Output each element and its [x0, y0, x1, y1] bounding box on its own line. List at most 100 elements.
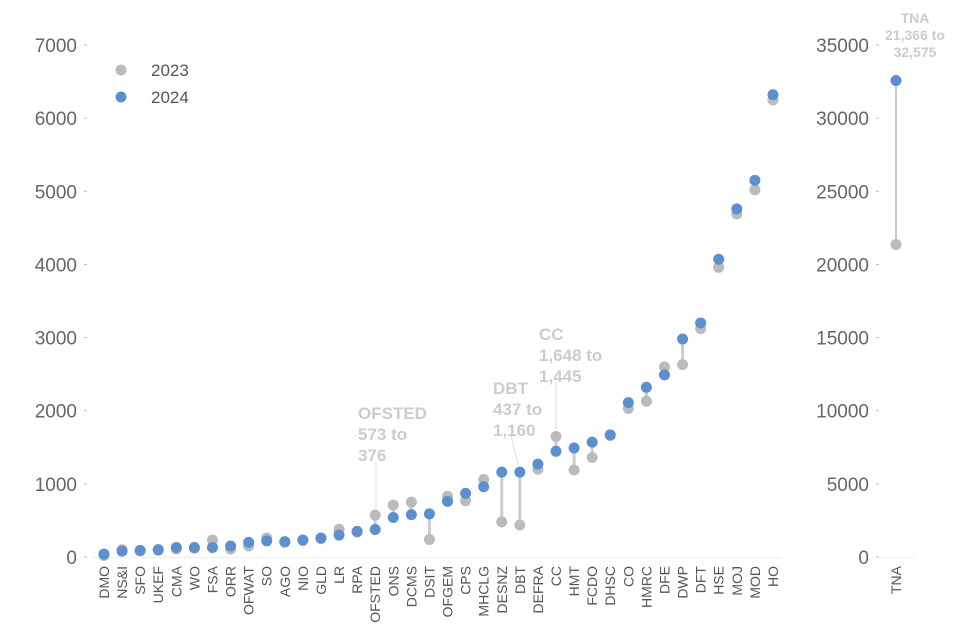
point-2024-ukef: [152, 544, 164, 556]
annotation-dbt-line-2: 437 to: [493, 400, 542, 419]
x-tick-label-tna: TNA: [888, 565, 904, 594]
point-2024-ho: [767, 89, 779, 101]
point-2023-hse: [713, 261, 725, 273]
point-2023-ofsted: [369, 509, 381, 521]
x-tick-label-mhclg: MHCLG: [476, 566, 492, 617]
side-y-axis: 0 5000 10000 15000 20000 25000 30000 35000: [816, 36, 914, 569]
x-tick-label-ago: AGO: [277, 566, 293, 597]
point-2024-hmrc: [640, 381, 652, 393]
point-2024-sfo: [134, 544, 146, 556]
x-tick-label-mod: MOD: [747, 566, 763, 599]
point-2023-ons: [387, 499, 399, 511]
point-2024-hse: [713, 253, 725, 265]
annotation-dbt-line-1: DBT: [493, 379, 529, 398]
x-tick-label-dft: DFT: [693, 566, 709, 594]
x-tick-label-dbt: DBT: [512, 566, 528, 594]
side-y-tick-label-5000: 5000: [827, 475, 869, 496]
point-2024-fsa: [206, 541, 218, 553]
legend-marker-2024: [115, 91, 127, 103]
point-2024-dft: [695, 317, 707, 329]
x-tick-label-moj: MOJ: [729, 566, 745, 596]
x-tick-label-dmo: DMO: [96, 566, 112, 599]
legend-label-2024: 2024: [151, 88, 189, 107]
annotation-tna-line-1: TNA: [901, 10, 930, 26]
side-y-tick-label-25000: 25000: [816, 182, 869, 203]
point-2024-cma: [170, 541, 182, 553]
point-2024-hmt: [568, 442, 580, 454]
x-tick-label-defra: DEFRA: [530, 565, 546, 613]
x-tick-label-dsit: DSIT: [421, 566, 437, 598]
x-tick-label-fcdo: FCDO: [584, 566, 600, 606]
point-2023-hmt: [568, 464, 580, 476]
point-2024-defra: [532, 458, 544, 470]
side-y-tick-label-30000: 30000: [816, 109, 869, 130]
annotation-cc-line-2: 1,648 to: [539, 346, 602, 365]
point-2024-desnz: [496, 466, 508, 478]
point-2024-dmo: [98, 548, 110, 560]
point-2023-desnz: [496, 516, 508, 528]
point-2024-dwp: [677, 333, 689, 345]
annotation-ofsted-line-2: 573 to: [358, 425, 407, 444]
x-tick-label-ofwat: OFWAT: [241, 566, 257, 615]
point-2023-cc: [550, 430, 562, 442]
point-2024-rpa: [351, 525, 363, 537]
point-2023-mod: [749, 184, 761, 196]
legend: 2023 2024: [115, 61, 189, 107]
annotation-tna-line-3: 32,575: [894, 44, 937, 60]
x-tick-label-ho: HO: [765, 566, 781, 587]
x-tick-label-cps: CPS: [458, 566, 474, 595]
x-tick-label-hmt: HMT: [566, 566, 582, 597]
point-2023-dfe: [658, 361, 670, 373]
point-2024-ofgem: [442, 495, 454, 507]
legend-marker-2023: [115, 64, 127, 76]
point-2024-ofsted: [369, 523, 381, 535]
main-y-tick-label-7000: 7000: [35, 36, 77, 57]
point-2024-gld: [315, 532, 327, 544]
point-2024-co: [622, 397, 634, 409]
point-2024-lr: [333, 529, 345, 541]
x-axis-tick-labels: DMO NS&I SFO UKEF CMA WO FSA ORR OFWAT SO AGO NIO GL…: [96, 565, 904, 622]
annotations: OFSTED 573 to 376 DBT 437 to 1,160 CC 1,648 to 1…: [358, 10, 945, 510]
point-2024-so: [261, 535, 273, 547]
point-2024-ons: [387, 512, 399, 524]
point-2024-ago: [279, 536, 291, 548]
x-tick-label-cc: CC: [548, 566, 564, 586]
main-y-tick-label-6000: 6000: [35, 109, 77, 130]
side-y-tick-label-35000: 35000: [816, 36, 869, 57]
x-tick-label-fsa: FSA: [204, 565, 220, 593]
x-tick-label-dhsc: DHSC: [602, 566, 618, 606]
point-2024-fcdo: [586, 436, 598, 448]
point-2024-dbt: [514, 466, 526, 478]
point-2024-nio: [297, 534, 309, 546]
x-tick-label-ns-i: NS&I: [114, 566, 130, 599]
x-tick-label-so: SO: [259, 566, 275, 586]
x-tick-label-dcms: DCMS: [403, 566, 419, 607]
point-2024-dhsc: [604, 429, 616, 441]
point-2024-cps: [460, 487, 472, 499]
side-y-tick-label-0: 0: [858, 548, 869, 569]
side-y-tick-label-20000: 20000: [816, 255, 869, 276]
legend-label-2023: 2023: [151, 61, 189, 80]
x-tick-label-ons: ONS: [385, 566, 401, 596]
point-2024-dsit: [423, 508, 435, 520]
point-2023-dbt: [514, 519, 526, 531]
x-tick-label-dfe: DFE: [656, 566, 672, 594]
annotation-tna-line-2: 21,366 to: [885, 27, 945, 43]
point-2024-ofwat: [243, 536, 255, 548]
main-y-axis: 0 1000 2000 3000 4000 5000 6000 7000: [35, 36, 782, 569]
main-y-tick-label-0: 0: [66, 548, 77, 569]
data-points: [98, 74, 902, 562]
point-2024-ns-i: [116, 545, 128, 557]
annotation-ofsted-line-3: 376: [358, 446, 386, 465]
point-2023-dsit: [423, 533, 435, 545]
point-2024-orr: [225, 540, 237, 552]
x-tick-label-cma: CMA: [168, 565, 184, 597]
x-tick-label-nio: NIO: [295, 566, 311, 591]
point-2023-dwp: [677, 359, 689, 371]
point-2023-fcdo: [586, 452, 598, 464]
x-tick-label-hmrc: HMRC: [638, 566, 654, 608]
point-2024-tna: [890, 74, 902, 86]
point-2024-cc: [550, 445, 562, 457]
connector-lines: [373, 80, 897, 540]
